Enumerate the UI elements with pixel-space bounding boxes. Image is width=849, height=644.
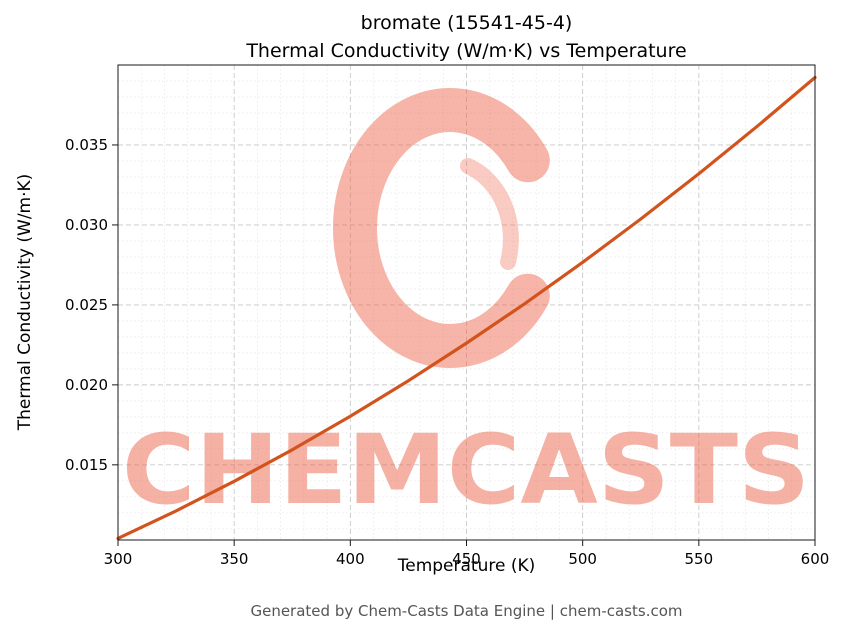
data-line-thermal-conductivity <box>116 75 817 540</box>
x-tick-label: 500 <box>568 550 597 568</box>
tick-marks <box>112 144 816 546</box>
x-tick-label: 350 <box>220 550 249 568</box>
chart-title-line1: bromate (15541-45-4) <box>360 12 573 34</box>
watermark: CHEMCASTS <box>122 88 810 526</box>
y-tick-label: 0.025 <box>65 296 108 314</box>
x-tick-label: 600 <box>801 550 830 568</box>
y-tick-label: 0.030 <box>65 216 108 234</box>
y-tick-label: 0.020 <box>65 376 108 394</box>
footer-credit: Generated by Chem-Casts Data Engine | ch… <box>250 602 683 620</box>
x-tick-labels: 300 350 400 450 500 550 600 <box>104 550 830 568</box>
y-tick-labels: 0.015 0.020 0.025 0.030 0.035 <box>65 136 108 474</box>
minor-gridlines <box>118 65 815 540</box>
chart-title-line2: Thermal Conductivity (W/m·K) vs Temperat… <box>246 40 687 62</box>
x-tick-label: 550 <box>685 550 714 568</box>
x-tick-label: 450 <box>452 550 481 568</box>
x-tick-label: 400 <box>336 550 365 568</box>
watermark-logo-swoosh-icon <box>460 158 519 270</box>
y-tick-label: 0.035 <box>65 136 108 154</box>
x-tick-label: 300 <box>104 550 133 568</box>
watermark-text: CHEMCASTS <box>122 414 810 526</box>
y-tick-label: 0.015 <box>65 456 108 474</box>
y-axis-label: Thermal Conductivity (W/m·K) <box>15 173 35 431</box>
x-axis-label: Temperature (K) <box>397 556 536 576</box>
